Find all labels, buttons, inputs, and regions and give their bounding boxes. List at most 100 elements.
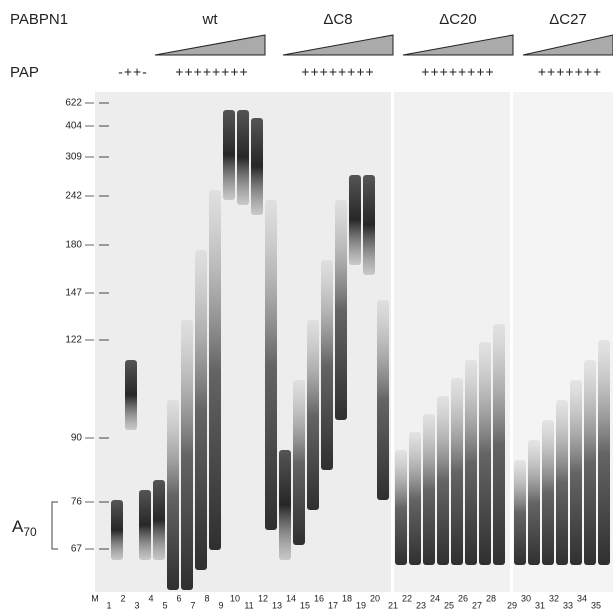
lane-label: 10 [230, 593, 240, 603]
ladder-band [99, 501, 109, 503]
group-label: ΔC20 [439, 11, 477, 28]
lane-smear [251, 118, 263, 215]
lane-smear [584, 360, 596, 565]
lane-smear [377, 300, 389, 500]
lane-smear [279, 450, 291, 560]
lane-smear [514, 460, 526, 565]
marker-label: 180 [65, 240, 82, 251]
marker-label: 76 [71, 497, 83, 508]
gradient-triangle [154, 34, 266, 56]
marker-label: 122 [65, 335, 82, 346]
marker-label: 622 [65, 98, 82, 109]
lane-label: 16 [314, 593, 324, 603]
lane-smear [237, 110, 249, 205]
gradient-triangle [282, 34, 394, 56]
gradient-triangle [402, 34, 514, 56]
ladder-band [99, 548, 109, 550]
lane-label: 32 [549, 593, 559, 603]
lane-smear [139, 490, 151, 560]
lane-label: 2 [120, 593, 125, 603]
ladder-band [99, 244, 109, 246]
lane-label: 1 [106, 600, 111, 610]
group-label: wt [202, 11, 219, 28]
lane-label: M [91, 593, 99, 603]
lane-smear [307, 320, 319, 510]
ladder-band [99, 292, 109, 294]
group-label: ΔC27 [549, 11, 587, 28]
lane-smear [556, 400, 568, 565]
lane-label: 3 [134, 600, 139, 610]
group-label: ΔC8 [323, 11, 352, 28]
lane-smear [181, 320, 193, 590]
lane-smear [395, 450, 407, 565]
marker-label: 147 [65, 288, 82, 299]
lane-smear [349, 175, 361, 265]
lane-smear [223, 110, 235, 200]
marker-label: 90 [71, 433, 83, 444]
lane-label: 14 [286, 593, 296, 603]
ladder-band [99, 102, 109, 104]
protein-label: PABPN1 [10, 11, 68, 28]
marker-label: 309 [65, 152, 82, 163]
pap-signs: ++++++++ [421, 64, 494, 80]
ladder-band [99, 339, 109, 341]
ladder-band [99, 156, 109, 158]
lane-label: 7 [190, 600, 195, 610]
lane-smear [451, 378, 463, 565]
lane-label: 26 [458, 593, 468, 603]
bracket [51, 501, 58, 550]
marker-label: 404 [65, 121, 82, 132]
lane-smear [209, 190, 221, 550]
lane-smear [479, 342, 491, 565]
lane-smear [153, 480, 165, 560]
lane-label: 34 [577, 593, 587, 603]
pap-label: PAP [10, 64, 39, 81]
lane-label: 6 [176, 593, 181, 603]
lane-label: 4 [148, 593, 153, 603]
lane-label: 22 [402, 593, 412, 603]
lane-label: 8 [204, 593, 209, 603]
lane-label: 27 [472, 600, 482, 610]
lane-label: 15 [300, 600, 310, 610]
lane-label: 33 [563, 600, 573, 610]
lane-smear [437, 396, 449, 565]
lane-label: 35 [591, 600, 601, 610]
pap-signs: -++- [118, 64, 148, 80]
pap-signs: ++++++++ [175, 64, 248, 80]
lane-smear [493, 324, 505, 565]
lane-label: 5 [162, 600, 167, 610]
a70-label: A70 [12, 517, 37, 539]
lane-smear [195, 250, 207, 570]
lane-label: 20 [370, 593, 380, 603]
lane-label: 13 [272, 600, 282, 610]
lane-label: 23 [416, 600, 426, 610]
lane-smear [321, 260, 333, 470]
pap-signs: ++++++++ [301, 64, 374, 80]
lane-label: 31 [535, 600, 545, 610]
lane-label: 30 [521, 593, 531, 603]
ladder-band [99, 437, 109, 439]
lane-smear [111, 500, 123, 560]
ladder-band [99, 195, 109, 197]
ladder-band [99, 125, 109, 127]
lane-label: 21 [388, 600, 398, 610]
lane-label: 11 [244, 600, 253, 610]
lane-smear [465, 360, 477, 565]
lane-smear [528, 440, 540, 565]
lane-smear [167, 400, 179, 590]
lane-smear [363, 175, 375, 275]
lane-label: 9 [218, 600, 223, 610]
gradient-triangle [522, 34, 613, 56]
pap-signs: +++++++ [538, 64, 602, 80]
lane-label: 25 [444, 600, 454, 610]
lane-smear [335, 200, 347, 420]
lane-label: 12 [258, 593, 268, 603]
lane-label: 24 [430, 593, 440, 603]
lane-smear [423, 414, 435, 565]
lane-label: 19 [356, 600, 366, 610]
lane-smear [570, 380, 582, 565]
marker-label: 67 [71, 544, 83, 555]
lane-smear [265, 200, 277, 530]
